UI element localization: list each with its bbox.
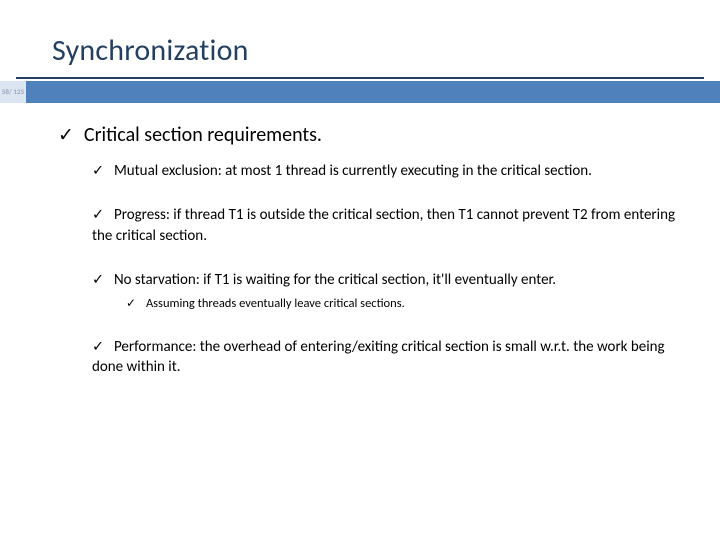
bullet-no-starvation: No starvation: if T1 is waiting for the … [92, 270, 680, 290]
page-number-text: 58/ 125 [2, 88, 24, 96]
title-underline [16, 77, 704, 79]
accent-band [26, 81, 720, 103]
bullet-no-starvation-sub: Assuming threads eventually leave critic… [126, 296, 680, 313]
bullet-performance: Performance: the overhead of entering/ex… [92, 337, 680, 378]
body-heading: Critical section requirements. [58, 123, 680, 147]
bullet-mutual-exclusion: Mutual exclusion: at most 1 thread is cu… [92, 161, 680, 181]
slide-title: Synchronization [52, 32, 720, 69]
bullet-progress: Progress: if thread T1 is outside the cr… [92, 205, 680, 246]
header-band: 58/ 125 [0, 81, 720, 103]
page-number-badge: 58/ 125 [0, 81, 26, 103]
slide-body: Critical section requirements. Mutual ex… [0, 103, 720, 377]
